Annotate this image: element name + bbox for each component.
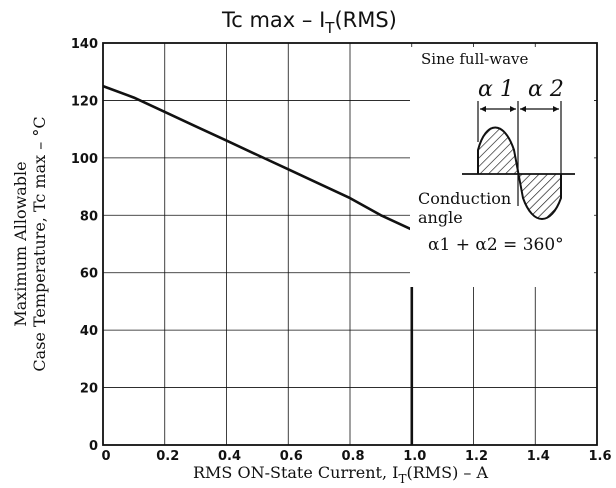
y-tick-label: 40: [80, 324, 98, 339]
arrow-head-icon: [553, 106, 559, 112]
waveform-title: Sine full-wave: [421, 50, 529, 68]
y-axis-label-line1: Maximum Allowable: [11, 161, 30, 326]
sine-waveform: [477, 126, 562, 220]
waveform-negative-shading: [518, 174, 561, 219]
chart-title: Tc max – IT(RMS): [221, 8, 397, 37]
equation-label: α1 + α2 = 360°: [428, 235, 564, 255]
x-tick-label: 1.4: [527, 449, 550, 464]
y-tick-labels: 0 20 40 60 80 100 120 140: [71, 37, 98, 454]
alpha1-label: α 1: [478, 77, 514, 102]
alpha2-label: α 2: [528, 77, 564, 102]
y-tick-label: 60: [80, 267, 98, 282]
x-tick-label: 1.6: [588, 449, 611, 464]
waveform-inset: Sine full-wave α 1 α 2 Conduction angle …: [410, 47, 594, 287]
x-tick-label: 0.2: [156, 449, 179, 464]
series-line: [102, 84, 414, 445]
waveform-positive-shading: [478, 127, 518, 174]
x-tick-label: 0.6: [280, 449, 303, 464]
x-tick-label: 0.8: [341, 449, 364, 464]
x-axis-label: RMS ON-State Current, IT(RMS) – A: [193, 463, 489, 486]
arrow-head-icon: [480, 106, 486, 112]
y-tick-label: 20: [80, 382, 98, 397]
x-tick-label: 1.2: [465, 449, 488, 464]
y-axis-label-line2: Case Temperature, Tc max – °C: [30, 116, 49, 371]
x-tick-labels: 0 0.2 0.4 0.6 0.8 1.0 1.2 1.4 1.6: [101, 449, 611, 464]
arrow-head-icon: [510, 106, 516, 112]
y-tick-label: 0: [89, 439, 98, 454]
y-tick-label: 100: [71, 152, 98, 167]
y-tick-label: 140: [71, 37, 98, 52]
conduction-label-line1: Conduction: [418, 189, 511, 208]
x-tick-label: 0: [101, 449, 110, 464]
x-tick-label: 0.4: [218, 449, 241, 464]
x-tick-label: 1.0: [403, 449, 426, 464]
y-tick-label: 120: [71, 94, 98, 109]
y-tick-label: 80: [80, 209, 98, 224]
conduction-label-line2: angle: [418, 208, 463, 227]
arrow-head-icon: [520, 106, 526, 112]
plot-frame: [102, 42, 598, 446]
